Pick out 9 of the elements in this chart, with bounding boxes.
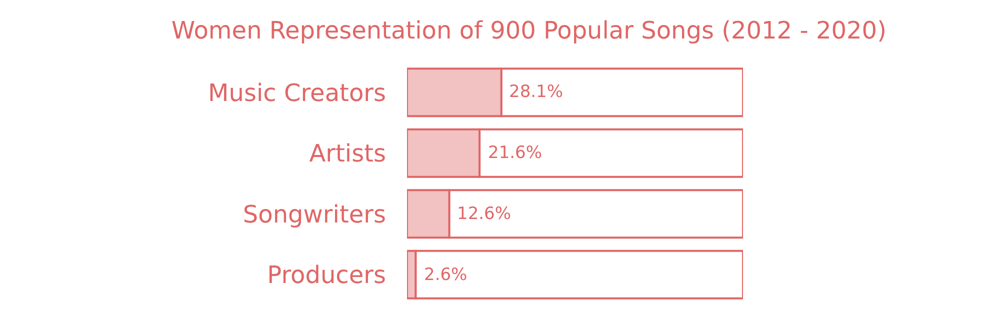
y-tick-label: Music Creators <box>208 78 386 107</box>
y-tick-label: Artists <box>309 140 386 168</box>
chart-title: Women Representation of 900 Popular Songs (2012 - 2020) <box>171 16 886 45</box>
y-tick-label: Songwriters <box>242 200 386 228</box>
data-label: 12.6% <box>457 204 512 224</box>
data-label: 21.6% <box>488 143 542 163</box>
data-label: 2.6% <box>424 265 468 285</box>
y-tick-label: Producers <box>267 261 386 290</box>
data-label: 28.1% <box>509 82 564 102</box>
